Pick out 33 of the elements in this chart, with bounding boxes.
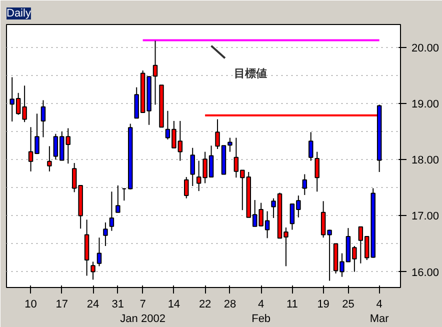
y-tick-label: 20.00 — [412, 42, 440, 54]
candlestick — [109, 191, 114, 232]
candlestick — [40, 100, 46, 138]
x-tick-label: 14 — [168, 298, 180, 310]
x-tick-label: 17 — [56, 298, 68, 310]
x-tick-label: 24 — [86, 298, 100, 310]
candlestick — [90, 261, 96, 280]
candlestick — [152, 40, 158, 106]
candlestick — [190, 147, 195, 186]
annotation: 目標値 — [234, 67, 267, 80]
chart-title: Daily — [6, 8, 32, 20]
candlestick — [302, 174, 308, 196]
candlestick — [116, 184, 120, 213]
y-tick-label: 19.00 — [412, 98, 440, 111]
x-tick-label: 22 — [198, 298, 212, 310]
candlestick — [184, 176, 189, 199]
x-tick-label: 28 — [224, 298, 236, 310]
x-tick-label: 25 — [342, 298, 354, 310]
y-tick-label: 18.00 — [412, 154, 440, 167]
y-tick-label: 17.00 — [412, 210, 440, 223]
y-tick-label: 16.00 — [412, 266, 440, 279]
x-tick-label: 11 — [286, 298, 298, 310]
candlestick — [308, 132, 314, 162]
candlestick — [96, 237, 102, 267]
x-tick-label: 4 Feb — [252, 298, 271, 325]
candlestick — [47, 146, 52, 172]
x-tick-label: 4 Mar — [370, 298, 390, 325]
x-tick-label: 19 — [317, 298, 330, 310]
x-tick-label: 10 — [24, 298, 37, 310]
x-tick-label: 31 — [112, 298, 124, 310]
candlestick — [314, 151, 320, 192]
candlestick — [228, 137, 232, 152]
candlestick — [103, 222, 108, 247]
